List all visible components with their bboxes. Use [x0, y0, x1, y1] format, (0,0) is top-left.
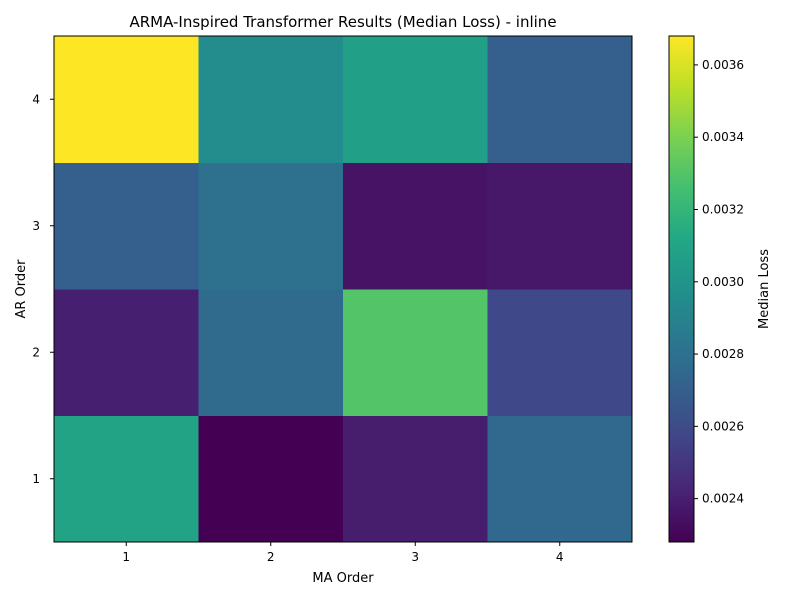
- heatmap-cell: [198, 36, 344, 163]
- heatmap-cell: [54, 289, 199, 416]
- heatmap-cell: [54, 162, 199, 290]
- heatmap-cell: [54, 415, 199, 543]
- colorbar-tick-label: 0.0028: [702, 347, 744, 361]
- heatmap-cell: [487, 36, 633, 163]
- colorbar-tick-label: 0.0030: [702, 275, 744, 289]
- x-tick-label: 2: [267, 550, 275, 564]
- heatmap-cell: [487, 289, 633, 416]
- heatmap-cell: [343, 415, 488, 543]
- heatmap-cells: [54, 36, 633, 543]
- plot-frame: [53, 35, 633, 543]
- y-axis-label: AR Order: [14, 259, 29, 319]
- x-axis-ticks: 1 2 3 4: [122, 542, 564, 564]
- colorbar-tick-label: 0.0024: [702, 492, 744, 506]
- heatmap-cell: [198, 162, 344, 290]
- y-tick-label: 2: [32, 345, 40, 359]
- heatmap-cell: [343, 289, 488, 416]
- heatmap-cell: [198, 289, 344, 416]
- x-tick-label: 4: [556, 550, 564, 564]
- colorbar-tick-label: 0.0034: [702, 130, 744, 144]
- y-axis-ticks: 1 2 3 4: [32, 92, 54, 486]
- heatmap-cell: [343, 162, 488, 290]
- x-axis-label: MA Order: [312, 571, 374, 586]
- heatmap-cell: [198, 415, 344, 543]
- y-tick-label: 3: [32, 219, 40, 233]
- colorbar: [668, 35, 695, 543]
- colorbar-tick-label: 0.0036: [702, 58, 744, 72]
- y-tick-label: 4: [32, 92, 40, 106]
- colorbar-label: Median Loss: [757, 249, 772, 329]
- chart-title: ARMA-Inspired Transformer Results (Media…: [129, 13, 556, 31]
- colorbar-tick-label: 0.0032: [702, 202, 744, 216]
- x-tick-label: 1: [122, 550, 130, 564]
- heatmap-cell: [487, 415, 633, 543]
- heatmap-cell: [487, 162, 633, 290]
- y-tick-label: 1: [32, 472, 40, 486]
- heatmap-cell: [343, 36, 488, 163]
- x-tick-label: 3: [411, 550, 419, 564]
- colorbar-ticks: 0.0024 0.0026 0.0028 0.0030 0.0032 0.0034 0.00…: [694, 58, 744, 506]
- colorbar-tick-label: 0.0026: [702, 419, 744, 433]
- heatmap-cell: [54, 36, 199, 163]
